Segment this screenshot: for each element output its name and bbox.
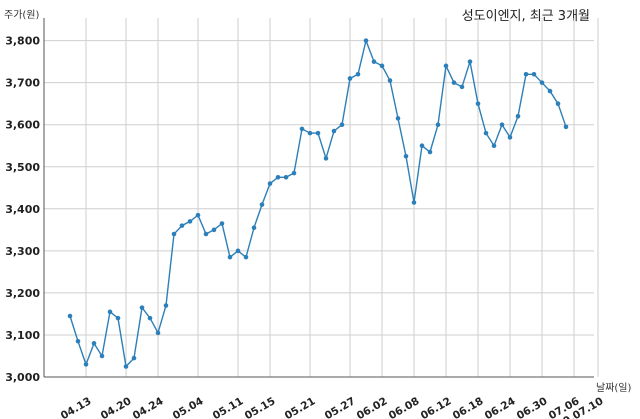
data-point (555, 101, 561, 106)
x-tick-label: 05.04 (171, 395, 206, 419)
data-point (475, 101, 481, 106)
data-point (211, 227, 217, 233)
x-tick-label: 05.11 (211, 395, 246, 419)
data-point (243, 254, 249, 260)
data-point (259, 202, 265, 207)
data-point (371, 59, 377, 64)
data-point (219, 221, 225, 226)
data-point (435, 122, 441, 128)
data-point (443, 63, 449, 69)
data-point (379, 63, 385, 69)
data-point (419, 143, 425, 149)
data-point (539, 80, 545, 85)
data-point (67, 313, 73, 319)
data-point (307, 130, 313, 136)
data-point (235, 248, 241, 254)
data-point (275, 174, 281, 180)
data-point (267, 181, 273, 186)
data-point (339, 122, 345, 128)
data-point (283, 174, 289, 180)
data-point (115, 315, 121, 321)
data-point (395, 116, 401, 121)
data-point (291, 170, 297, 176)
data-point (171, 231, 177, 237)
chart-title: 성도이엔지, 최근 3개월 (462, 9, 590, 24)
data-point (563, 124, 569, 130)
data-point (467, 59, 473, 64)
y-tick-label: 3,800 (5, 35, 40, 48)
data-point (483, 130, 489, 136)
data-point (347, 76, 353, 81)
y-axis-label: 주가(원) (4, 9, 40, 21)
data-point (91, 341, 97, 346)
data-point (179, 223, 185, 228)
series-line (69, 38, 567, 368)
y-tick-label: 3,400 (5, 203, 40, 216)
x-tick-label: 05.21 (283, 395, 318, 419)
x-tick-label: 06.02 (355, 395, 390, 419)
x-tick-label: 04.20 (99, 395, 134, 419)
y-tick-label: 3,000 (5, 371, 40, 384)
data-point (139, 305, 145, 310)
data-point (99, 353, 105, 359)
data-point (523, 71, 529, 77)
grid (44, 18, 599, 378)
data-point (451, 80, 457, 85)
data-point (331, 128, 337, 134)
data-point (83, 362, 89, 367)
x-axis-label: 날짜(일) (596, 382, 632, 394)
y-tick-label: 3,600 (5, 119, 40, 132)
data-point (411, 200, 417, 205)
data-point (507, 135, 513, 140)
data-point (363, 38, 369, 43)
data-point (123, 364, 129, 369)
data-point (195, 212, 201, 218)
data-point (147, 315, 153, 321)
data-point (163, 303, 169, 308)
data-point (75, 338, 81, 344)
data-point (187, 219, 193, 224)
data-point (491, 143, 497, 149)
data-point (155, 330, 161, 336)
x-tick-label: 06.08 (387, 395, 422, 419)
data-point (323, 156, 329, 161)
x-tick-label: 06.24 (483, 395, 518, 419)
data-point (227, 254, 233, 260)
y-tick-labels: 3,000 3,100 3,200 3,300 3,400 3,500 3,600 3,700… (5, 35, 40, 384)
x-tick-label: 04.24 (131, 395, 166, 419)
data-point (427, 149, 433, 155)
x-tick-label: 06.18 (451, 395, 486, 419)
data-point (131, 355, 137, 361)
data-point (459, 84, 465, 90)
data-point (107, 309, 113, 315)
x-tick-label: 06.30 (515, 395, 550, 419)
x-tick-label: 06.12 (419, 395, 454, 419)
x-tick-label: 05.27 (323, 395, 358, 419)
data-point (531, 71, 537, 77)
data-point (547, 88, 553, 94)
data-point (515, 114, 521, 119)
data-point (315, 130, 321, 136)
axes (43, 18, 594, 378)
data-point (251, 225, 257, 231)
data-point (299, 126, 305, 132)
data-point (403, 153, 409, 159)
data-point (203, 231, 209, 237)
data-point (355, 71, 361, 77)
x-tick-label: 04.13 (59, 395, 94, 419)
y-tick-label: 3,100 (5, 329, 40, 342)
y-tick-label: 3,700 (5, 77, 40, 90)
series-layer (67, 38, 569, 369)
y-tick-label: 3,500 (5, 161, 40, 174)
x-tick-label: 05.15 (243, 395, 278, 419)
y-tick-label: 3,300 (5, 245, 40, 258)
y-tick-label: 3,200 (5, 287, 40, 300)
data-point (499, 122, 505, 128)
data-point (387, 78, 393, 83)
